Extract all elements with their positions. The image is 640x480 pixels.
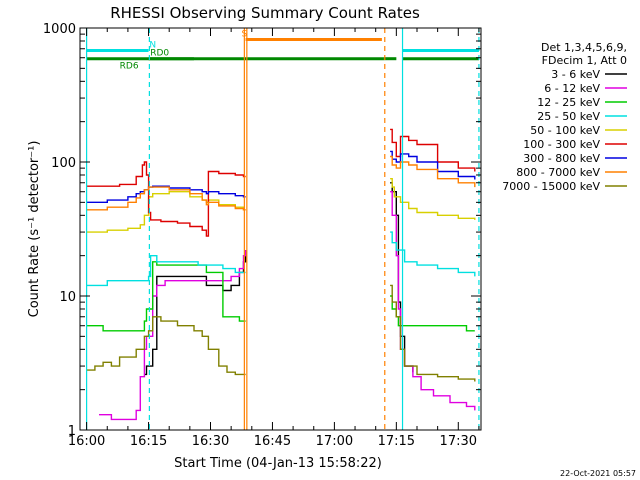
legend-label-7000-15000-kev: 7000 - 15000 keV [502,180,600,193]
series-layer [86,128,476,421]
x-tick-label: 16:15 [130,434,167,449]
legend-label-100-300-kev: 100 - 300 keV [523,138,600,151]
series-7000-15000-kev [86,284,476,382]
legend-label-3-6-kev: 3 - 6 keV [551,68,600,81]
series-50-100-kev [86,178,476,233]
series-100-300-kev [86,128,476,237]
legend-header-line: FDecim 1, Att 0 [542,54,627,67]
y-tick-label: 1000 [43,22,76,37]
footer-timestamp: 22-Oct-2021 05:57 [560,469,636,478]
series-800-7000-kev [86,155,476,211]
x-tick-label: 16:30 [192,434,229,449]
x-tick-label: 17:00 [316,434,353,449]
axes: 16:00 16:15 16:30 16:45 17:00 17:15 17:30 1 10 10… [43,22,481,449]
legend-label-800-7000-kev: 800 - 7000 keV [516,166,600,179]
legend: Det 1,3,4,5,6,9,FDecim 1, Att 03 - 6 keV… [502,41,627,193]
series-25-50-kev [86,231,476,287]
chart-title: RHESSI Observing Summary Count Rates [110,4,420,22]
y-tick-label: 100 [51,156,76,171]
x-tick-label: 17:15 [378,434,415,449]
legend-header-line: Det 1,3,4,5,6,9, [541,41,627,54]
time-markers [86,28,480,430]
legend-label-50-100-kev: 50 - 100 keV [530,124,600,137]
y-axis-label: Count Rate (s⁻¹ detector⁻¹) [27,141,42,318]
flag-label-rd6: RD6 [120,62,139,72]
instrument-flags: NRD6RD0S [86,30,479,72]
y-tick-label: 1 [68,424,76,439]
y-tick-label: 10 [59,290,76,305]
legend-label-25-50-kev: 25 - 50 keV [537,110,600,123]
flag-label-n: N [149,40,156,50]
x-axis-label: Start Time (04-Jan-13 15:58:22) [174,456,382,471]
legend-label-300-800-kev: 300 - 800 keV [523,152,600,165]
flag-label-rd0: RD0 [150,49,169,59]
plot-frame [79,27,482,431]
x-tick-label: 16:00 [68,434,105,449]
x-tick-label: 17:30 [440,434,477,449]
legend-label-6-12-kev: 6 - 12 keV [544,82,600,95]
legend-label-12-25-kev: 12 - 25 keV [537,96,600,109]
x-tick-label: 16:45 [254,434,291,449]
